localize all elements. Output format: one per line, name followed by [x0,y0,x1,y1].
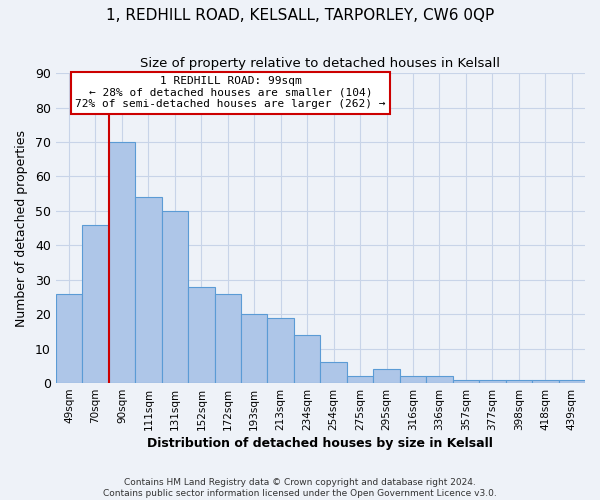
Bar [109,142,135,383]
Text: Contains HM Land Registry data © Crown copyright and database right 2024.
Contai: Contains HM Land Registry data © Crown c… [103,478,497,498]
Bar [426,376,453,383]
Bar [294,335,320,383]
Title: Size of property relative to detached houses in Kelsall: Size of property relative to detached ho… [140,58,500,70]
Text: 1 REDHILL ROAD: 99sqm
← 28% of detached houses are smaller (104)
72% of semi-det: 1 REDHILL ROAD: 99sqm ← 28% of detached … [75,76,386,110]
Bar [479,380,506,383]
Bar [241,314,268,383]
Bar [161,211,188,383]
Bar [215,294,241,383]
Bar [320,362,347,383]
Bar [400,376,426,383]
Bar [135,197,161,383]
Bar [506,380,532,383]
Bar [373,370,400,383]
Bar [453,380,479,383]
Bar [82,224,109,383]
Bar [532,380,559,383]
Bar [56,294,82,383]
Text: 1, REDHILL ROAD, KELSALL, TARPORLEY, CW6 0QP: 1, REDHILL ROAD, KELSALL, TARPORLEY, CW6… [106,8,494,22]
Bar [188,286,215,383]
Bar [347,376,373,383]
X-axis label: Distribution of detached houses by size in Kelsall: Distribution of detached houses by size … [148,437,493,450]
Y-axis label: Number of detached properties: Number of detached properties [15,130,28,326]
Bar [559,380,585,383]
Bar [268,318,294,383]
